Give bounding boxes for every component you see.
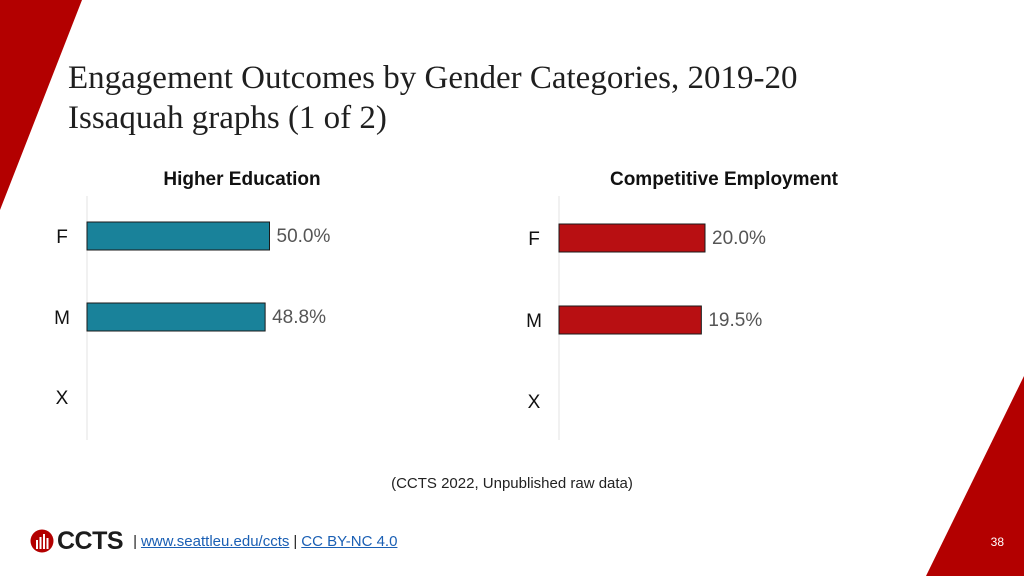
source-note: (CCTS 2022, Unpublished raw data) — [391, 475, 633, 492]
ccts-logo-text: CCTS — [57, 526, 124, 555]
footer: CCTS | www.seattleu.edu/ccts | CC BY-NC … — [30, 526, 398, 556]
chart-svg: Competitive Employment F 20.0% M 19.5% X — [526, 169, 839, 440]
ccts-logo-icon — [30, 529, 54, 553]
category-label-f: F — [56, 227, 68, 248]
bar-f — [86, 221, 270, 251]
slide-title-line-1: Engagement Outcomes by Gender Categories… — [68, 60, 798, 96]
slide-title-line-2: Issaquah graphs (1 of 2) — [68, 100, 387, 136]
bar-m — [558, 305, 702, 335]
data-label-f: 50.0% — [277, 226, 331, 247]
category-label-x: X — [528, 392, 541, 413]
category-label-f: F — [528, 229, 540, 250]
higher-education-chart: Higher Education F 50.0% M 48.8% X — [30, 158, 490, 448]
data-label-f: 20.0% — [712, 228, 766, 249]
category-label-m: M — [54, 308, 70, 329]
seattleu-ccts-link[interactable]: www.seattleu.edu/ccts — [140, 532, 290, 550]
footer-separator: | — [133, 532, 137, 550]
bar-m — [86, 302, 266, 332]
decorative-red-triangle-right — [926, 376, 1024, 576]
competitive-employment-chart: Competitive Employment F 20.0% M 19.5% X — [502, 158, 962, 448]
chart-title: Higher Education — [163, 169, 320, 190]
bar-f — [558, 223, 706, 253]
ccts-logo: CCTS — [30, 526, 124, 556]
decorative-red-triangle-left — [0, 0, 82, 210]
page-number: 38 — [990, 535, 1004, 549]
category-label-m: M — [526, 311, 542, 332]
category-label-x: X — [56, 388, 69, 409]
footer-separator: | — [293, 532, 298, 550]
data-label-m: 19.5% — [708, 310, 762, 331]
slide-title: Engagement Outcomes by Gender Categories… — [68, 58, 968, 138]
data-label-m: 48.8% — [272, 307, 326, 328]
chart-title: Competitive Employment — [610, 169, 839, 190]
license-link[interactable]: CC BY-NC 4.0 — [301, 532, 398, 550]
chart-svg: Higher Education F 50.0% M 48.8% X — [54, 169, 331, 440]
